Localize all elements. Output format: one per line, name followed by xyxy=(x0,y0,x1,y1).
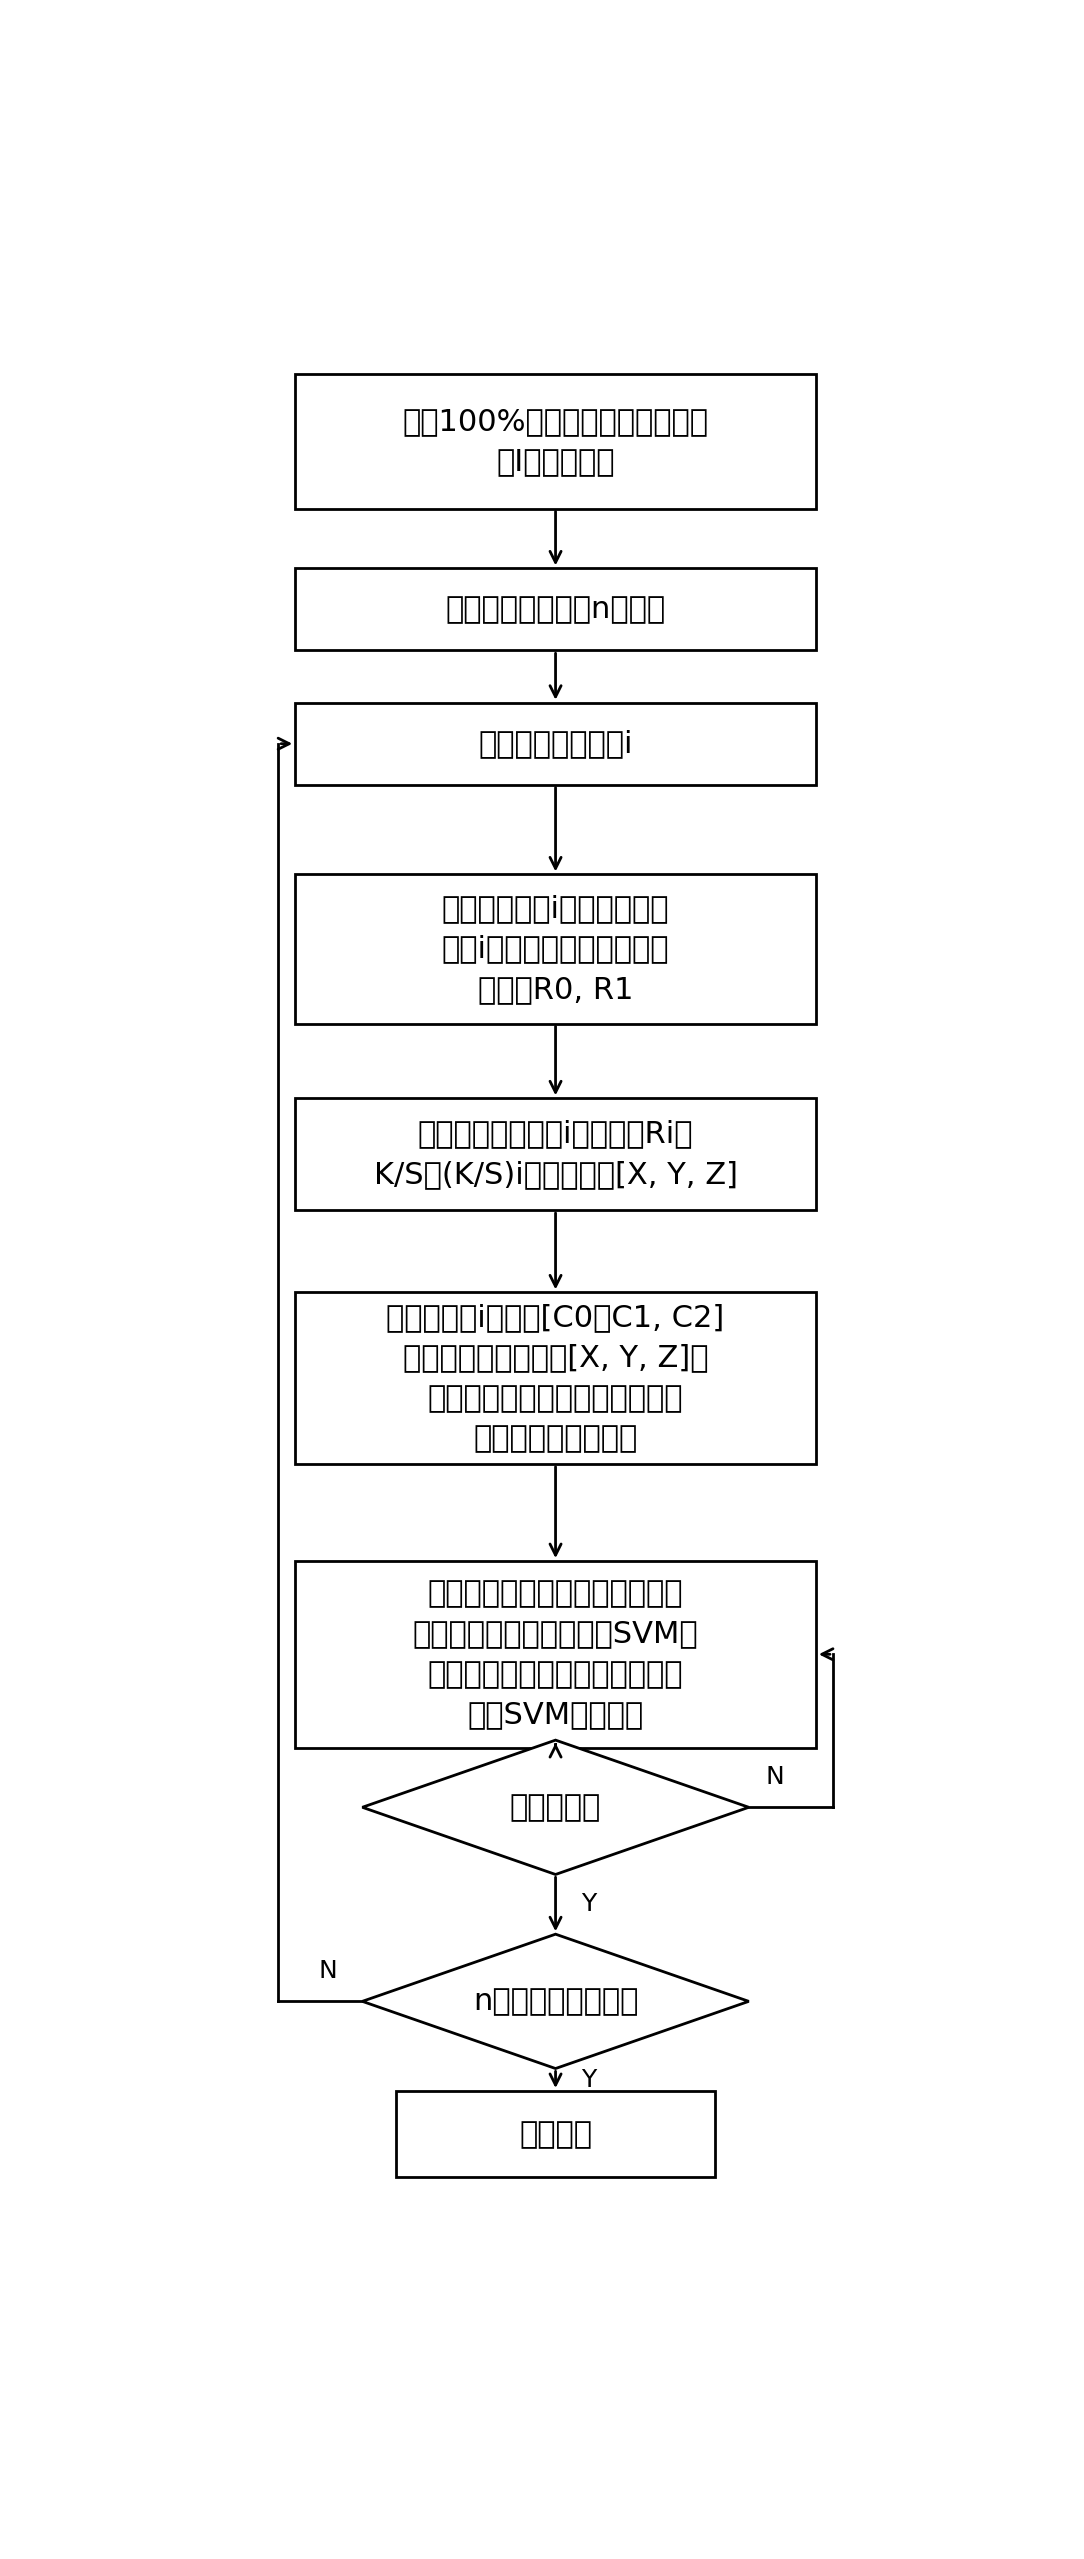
Text: 训练完毕: 训练完毕 xyxy=(519,2119,592,2150)
Text: 将所有配方i的浓度[C0，C1, C2]
及其对应的三刺激值[X, Y, Z]建
立一一对应关系，并将这些数据
分为训练集和验证集: 将所有配方i的浓度[C0，C1, C2] 及其对应的三刺激值[X, Y, Z]建… xyxy=(386,1303,725,1454)
Text: 初始化不同浓度的n种配方: 初始化不同浓度的n种配方 xyxy=(446,594,666,624)
Text: 评估通过？: 评估通过？ xyxy=(509,1794,602,1822)
Text: 遍历选择当前配方i: 遍历选择当前配方i xyxy=(478,729,633,757)
FancyBboxPatch shape xyxy=(295,875,816,1024)
FancyBboxPatch shape xyxy=(396,2091,715,2178)
Text: Y: Y xyxy=(581,2068,596,2091)
FancyBboxPatch shape xyxy=(295,568,816,650)
Text: N: N xyxy=(765,1766,785,1789)
Text: N: N xyxy=(319,1960,337,1983)
FancyBboxPatch shape xyxy=(295,1098,816,1210)
Text: 根据当前配方i制作黑白底卡
样卡i，通过分光计检测获取
反射率R0, R1: 根据当前配方i制作黑白底卡 样卡i，通过分光计检测获取 反射率R0, R1 xyxy=(442,893,669,1003)
Polygon shape xyxy=(362,1740,749,1873)
FancyBboxPatch shape xyxy=(295,704,816,786)
Text: Y: Y xyxy=(581,1891,596,1917)
Text: 针对100%浓度的色漆获取其覆盖
率I并进行分类: 针对100%浓度的色漆获取其覆盖 率I并进行分类 xyxy=(402,407,709,476)
FancyBboxPatch shape xyxy=(295,1292,816,1464)
Text: 将粒子群算法模块进行初始化，
利用训练集对支持向量机SVM进
行训练，并根据验证集对支持向
量机SVM进行评估: 将粒子群算法模块进行初始化， 利用训练集对支持向量机SVM进 行训练，并根据验证… xyxy=(413,1579,698,1730)
Polygon shape xyxy=(362,1935,749,2068)
FancyBboxPatch shape xyxy=(295,1561,816,1748)
Text: n种配方遍历完毕？: n种配方遍历完毕？ xyxy=(473,1986,638,2016)
FancyBboxPatch shape xyxy=(295,374,816,509)
Text: 计算黑白底卡样卡i的反射率Ri、
K/S值(K/S)i及三刺激值[X, Y, Z]: 计算黑白底卡样卡i的反射率Ri、 K/S值(K/S)i及三刺激值[X, Y, Z… xyxy=(374,1118,737,1190)
